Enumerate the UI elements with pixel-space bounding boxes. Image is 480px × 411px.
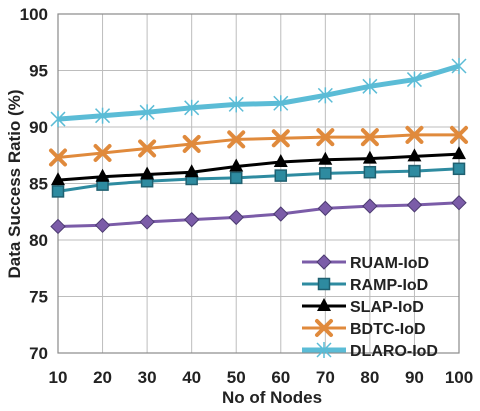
legend-label: RAMP-IoD [350, 277, 428, 294]
data-point-slap-iod [140, 166, 155, 180]
legend-label: SLAP-IoD [350, 299, 424, 316]
data-point-dlaro-iod [95, 107, 111, 124]
data-point-dlaro-iod [406, 71, 422, 88]
data-point-ramp-iod [408, 164, 421, 178]
data-point-dlaro-iod [184, 99, 200, 116]
data-point-ramp-iod [363, 165, 377, 179]
series-line-ruam-iod [57, 201, 460, 228]
series-dlaro-iod [50, 57, 467, 128]
legend-marker-ruam-iod [316, 254, 332, 270]
y-axis-title: Data Success Ratio (%) [5, 90, 24, 279]
legend-item-ruam-iod: RUAM-IoD [302, 254, 429, 272]
x-tick-label: 80 [360, 368, 379, 387]
data-point-ramp-iod [51, 185, 65, 198]
data-point-ramp-iod [229, 171, 243, 185]
data-point-ruam-iod [94, 217, 111, 234]
data-point-ruam-iod [183, 211, 200, 228]
data-point-ruam-iod [406, 197, 423, 213]
data-point-bdtc-iod [93, 143, 112, 162]
data-point-bdtc-iod [360, 128, 379, 147]
data-point-dlaro-iod [273, 95, 289, 112]
data-point-ruam-iod [317, 200, 334, 217]
data-point-dlaro-iod [362, 78, 378, 95]
legend-item-ramp-iod: RAMP-IoD [302, 277, 428, 294]
data-point-ruam-iod [451, 195, 467, 211]
data-point-bdtc-iod [450, 125, 468, 144]
data-point-ruam-iod [228, 209, 244, 226]
data-point-dlaro-iod [50, 111, 66, 128]
x-tick-label: 50 [227, 368, 246, 387]
data-point-ramp-iod [319, 167, 332, 180]
legend-marker-dlaro-iod [316, 342, 332, 358]
y-tick-label: 80 [29, 231, 48, 250]
y-tick-label: 75 [29, 288, 48, 307]
data-point-bdtc-iod [316, 128, 335, 147]
legend-marker-ramp-iod [317, 277, 331, 291]
legend-label: BDTC-IoD [350, 321, 426, 338]
data-point-bdtc-iod [271, 129, 290, 148]
series-line-ramp-iod [57, 167, 460, 193]
data-point-slap-iod [407, 148, 422, 162]
data-point-ramp-iod [274, 169, 288, 182]
grid-lines [57, 13, 460, 354]
legend-item-bdtc-iod: BDTC-IoD [302, 319, 426, 338]
x-axis-title: No of Nodes [222, 388, 322, 407]
data-point-dlaro-iod [228, 96, 244, 113]
data-point-bdtc-iod [138, 139, 157, 158]
series-line-slap-iod [57, 152, 460, 182]
data-point-bdtc-iod [182, 134, 201, 153]
data-point-dlaro-iod [451, 57, 467, 74]
series-slap-iod [51, 146, 466, 186]
data-point-slap-iod [452, 146, 466, 160]
data-point-slap-iod [95, 168, 110, 182]
x-tick-label: 70 [316, 368, 335, 387]
data-point-dlaro-iod [317, 87, 333, 104]
data-point-ruam-iod [362, 198, 378, 214]
legend-marker-slap-iod [317, 298, 331, 311]
data-point-slap-iod [362, 150, 377, 164]
data-point-bdtc-iod [405, 125, 424, 144]
x-tick-label: 20 [93, 368, 112, 387]
data-point-slap-iod [273, 154, 288, 168]
x-tick-label: 40 [182, 368, 201, 387]
legend-item-slap-iod: SLAP-IoD [302, 298, 424, 316]
y-tick-label: 85 [29, 175, 48, 194]
data-point-slap-iod [184, 164, 199, 178]
series-line-dlaro-iod [57, 63, 460, 122]
data-point-slap-iod [51, 172, 65, 186]
legend-marker-bdtc-iod [315, 319, 333, 337]
data-point-dlaro-iod [139, 104, 155, 121]
legend: RUAM-IoD RAMP-IoD SLAP-IoD BDTC-IoD DLARO-Io… [302, 254, 438, 360]
y-tick-labels: 70 75 80 85 90 95 100 [20, 5, 48, 363]
x-tick-label: 90 [405, 368, 424, 387]
x-tick-label: 60 [271, 368, 290, 387]
series-ruam-iod [50, 195, 467, 235]
data-point-slap-iod [229, 158, 244, 172]
data-point-ruam-iod [139, 214, 155, 230]
legend-label: RUAM-IoD [350, 255, 429, 272]
data-point-ruam-iod [50, 218, 66, 235]
data-point-bdtc-iod [49, 148, 67, 167]
x-tick-label: 30 [138, 368, 157, 387]
series-group [49, 57, 468, 235]
data-point-ramp-iod [452, 162, 466, 176]
data-point-bdtc-iod [227, 130, 246, 149]
y-tick-label: 95 [29, 62, 48, 81]
data-point-ruam-iod [273, 206, 289, 222]
x-tick-labels: 10 20 30 40 50 60 70 80 90 100 [49, 368, 474, 387]
y-tick-label: 70 [29, 344, 48, 363]
x-tick-label: 100 [445, 368, 473, 387]
x-tick-label: 10 [49, 368, 68, 387]
y-tick-label: 90 [29, 118, 48, 137]
y-tick-label: 100 [20, 5, 48, 24]
series-bdtc-iod [49, 125, 468, 167]
data-point-slap-iod [318, 151, 333, 165]
series-line-bdtc-iod [57, 133, 459, 160]
legend-item-dlaro-iod: DLARO-IoD [302, 342, 438, 360]
series-ramp-iod [51, 162, 466, 198]
legend-label: DLARO-IoD [350, 343, 438, 360]
